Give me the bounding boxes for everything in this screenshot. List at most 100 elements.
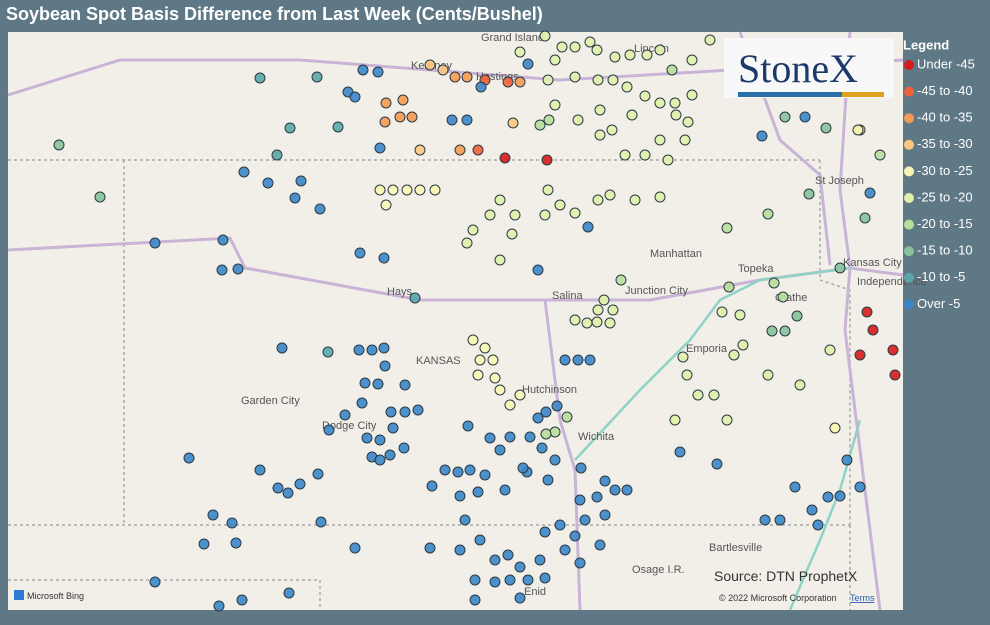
station-dot [183, 452, 195, 464]
legend-marker [904, 272, 914, 283]
station-dot [439, 464, 451, 476]
station-dot [314, 203, 326, 215]
station-dot [598, 294, 610, 306]
station-dot [198, 538, 210, 550]
legend-marker [904, 299, 914, 310]
station-dot [662, 154, 674, 166]
legend-label[interactable]: -10 to -5 [917, 269, 965, 284]
legend-marker [904, 246, 914, 257]
station-dot [506, 228, 518, 240]
station-dot [353, 344, 365, 356]
station-dot [704, 34, 716, 46]
station-dot [387, 422, 399, 434]
station-dot [572, 354, 584, 366]
station-dot [399, 379, 411, 391]
station-dot [356, 397, 368, 409]
legend-label[interactable]: -15 to -10 [917, 243, 973, 258]
station-dot [454, 490, 466, 502]
station-dot [621, 81, 633, 93]
station-dot [806, 504, 818, 516]
station-dot [514, 561, 526, 573]
station-dot [372, 378, 384, 390]
station-dot [569, 530, 581, 542]
legend-label[interactable]: -20 to -15 [917, 216, 973, 231]
station-dot [522, 574, 534, 586]
station-dot [686, 89, 698, 101]
logo-bar [842, 92, 884, 97]
station-dot [295, 175, 307, 187]
station-dot [874, 149, 886, 161]
station-dot [449, 71, 461, 83]
station-dot [803, 188, 815, 200]
station-dot [864, 187, 876, 199]
source: Source: DTN ProphetX [714, 568, 858, 584]
station-dot [774, 514, 786, 526]
station-dot [504, 431, 516, 443]
legend-marker [904, 193, 914, 203]
station-dot [94, 191, 106, 203]
legend-label[interactable]: -25 to -20 [917, 189, 973, 204]
place-label: St Joseph [815, 175, 864, 187]
station-dot [604, 189, 616, 201]
station-dot [339, 409, 351, 421]
station-dot [762, 369, 774, 381]
station-dot [289, 192, 301, 204]
legend-label[interactable]: Under -45 [917, 56, 975, 71]
station-dot [591, 44, 603, 56]
station-dot [861, 306, 873, 318]
station-dot [378, 252, 390, 264]
station-dot [462, 420, 474, 432]
station-dot [452, 466, 464, 478]
station-dot [401, 184, 413, 196]
station-dot [254, 72, 266, 84]
station-dot [499, 484, 511, 496]
station-dot [374, 434, 386, 446]
station-dot [852, 124, 864, 136]
station-dot [607, 304, 619, 316]
station-dot [282, 487, 294, 499]
station-dot [474, 534, 486, 546]
legend-label[interactable]: -40 to -35 [917, 110, 973, 125]
legend-marker [904, 60, 914, 70]
station-dot [238, 166, 250, 178]
station-dot [254, 464, 266, 476]
station-dot [424, 542, 436, 554]
station-dot [569, 71, 581, 83]
logo: StoneX [738, 46, 858, 91]
place-label: Wichita [578, 431, 615, 443]
station-dot [489, 576, 501, 588]
station-dot [621, 484, 633, 496]
legend-label[interactable]: -30 to -25 [917, 163, 973, 178]
station-dot [294, 478, 306, 490]
legend-label[interactable]: -35 to -30 [917, 136, 973, 151]
station-dot [469, 574, 481, 586]
station-dot [794, 379, 806, 391]
station-dot [312, 468, 324, 480]
legend-label[interactable]: Over -5 [917, 296, 960, 311]
station-dot [574, 494, 586, 506]
station-dot [414, 184, 426, 196]
station-dot [716, 306, 728, 318]
station-dot [322, 346, 334, 358]
station-dot [594, 539, 606, 551]
station-dot [536, 442, 548, 454]
station-dot [384, 449, 396, 461]
station-dot [554, 199, 566, 211]
terms[interactable]: Terms [850, 593, 875, 603]
station-dot [609, 51, 621, 63]
station-dot [887, 344, 899, 356]
legend-label[interactable]: -45 to -40 [917, 83, 973, 98]
station-dot [859, 212, 871, 224]
station-dot [582, 221, 594, 233]
station-dot [682, 116, 694, 128]
station-dot [494, 194, 506, 206]
station-dot [272, 482, 284, 494]
station-dot [591, 491, 603, 503]
station-dot [475, 81, 487, 93]
station-dot [461, 237, 473, 249]
station-dot [666, 64, 678, 76]
station-dot [569, 207, 581, 219]
place-label: Garden City [241, 395, 300, 407]
station-dot [889, 369, 901, 381]
